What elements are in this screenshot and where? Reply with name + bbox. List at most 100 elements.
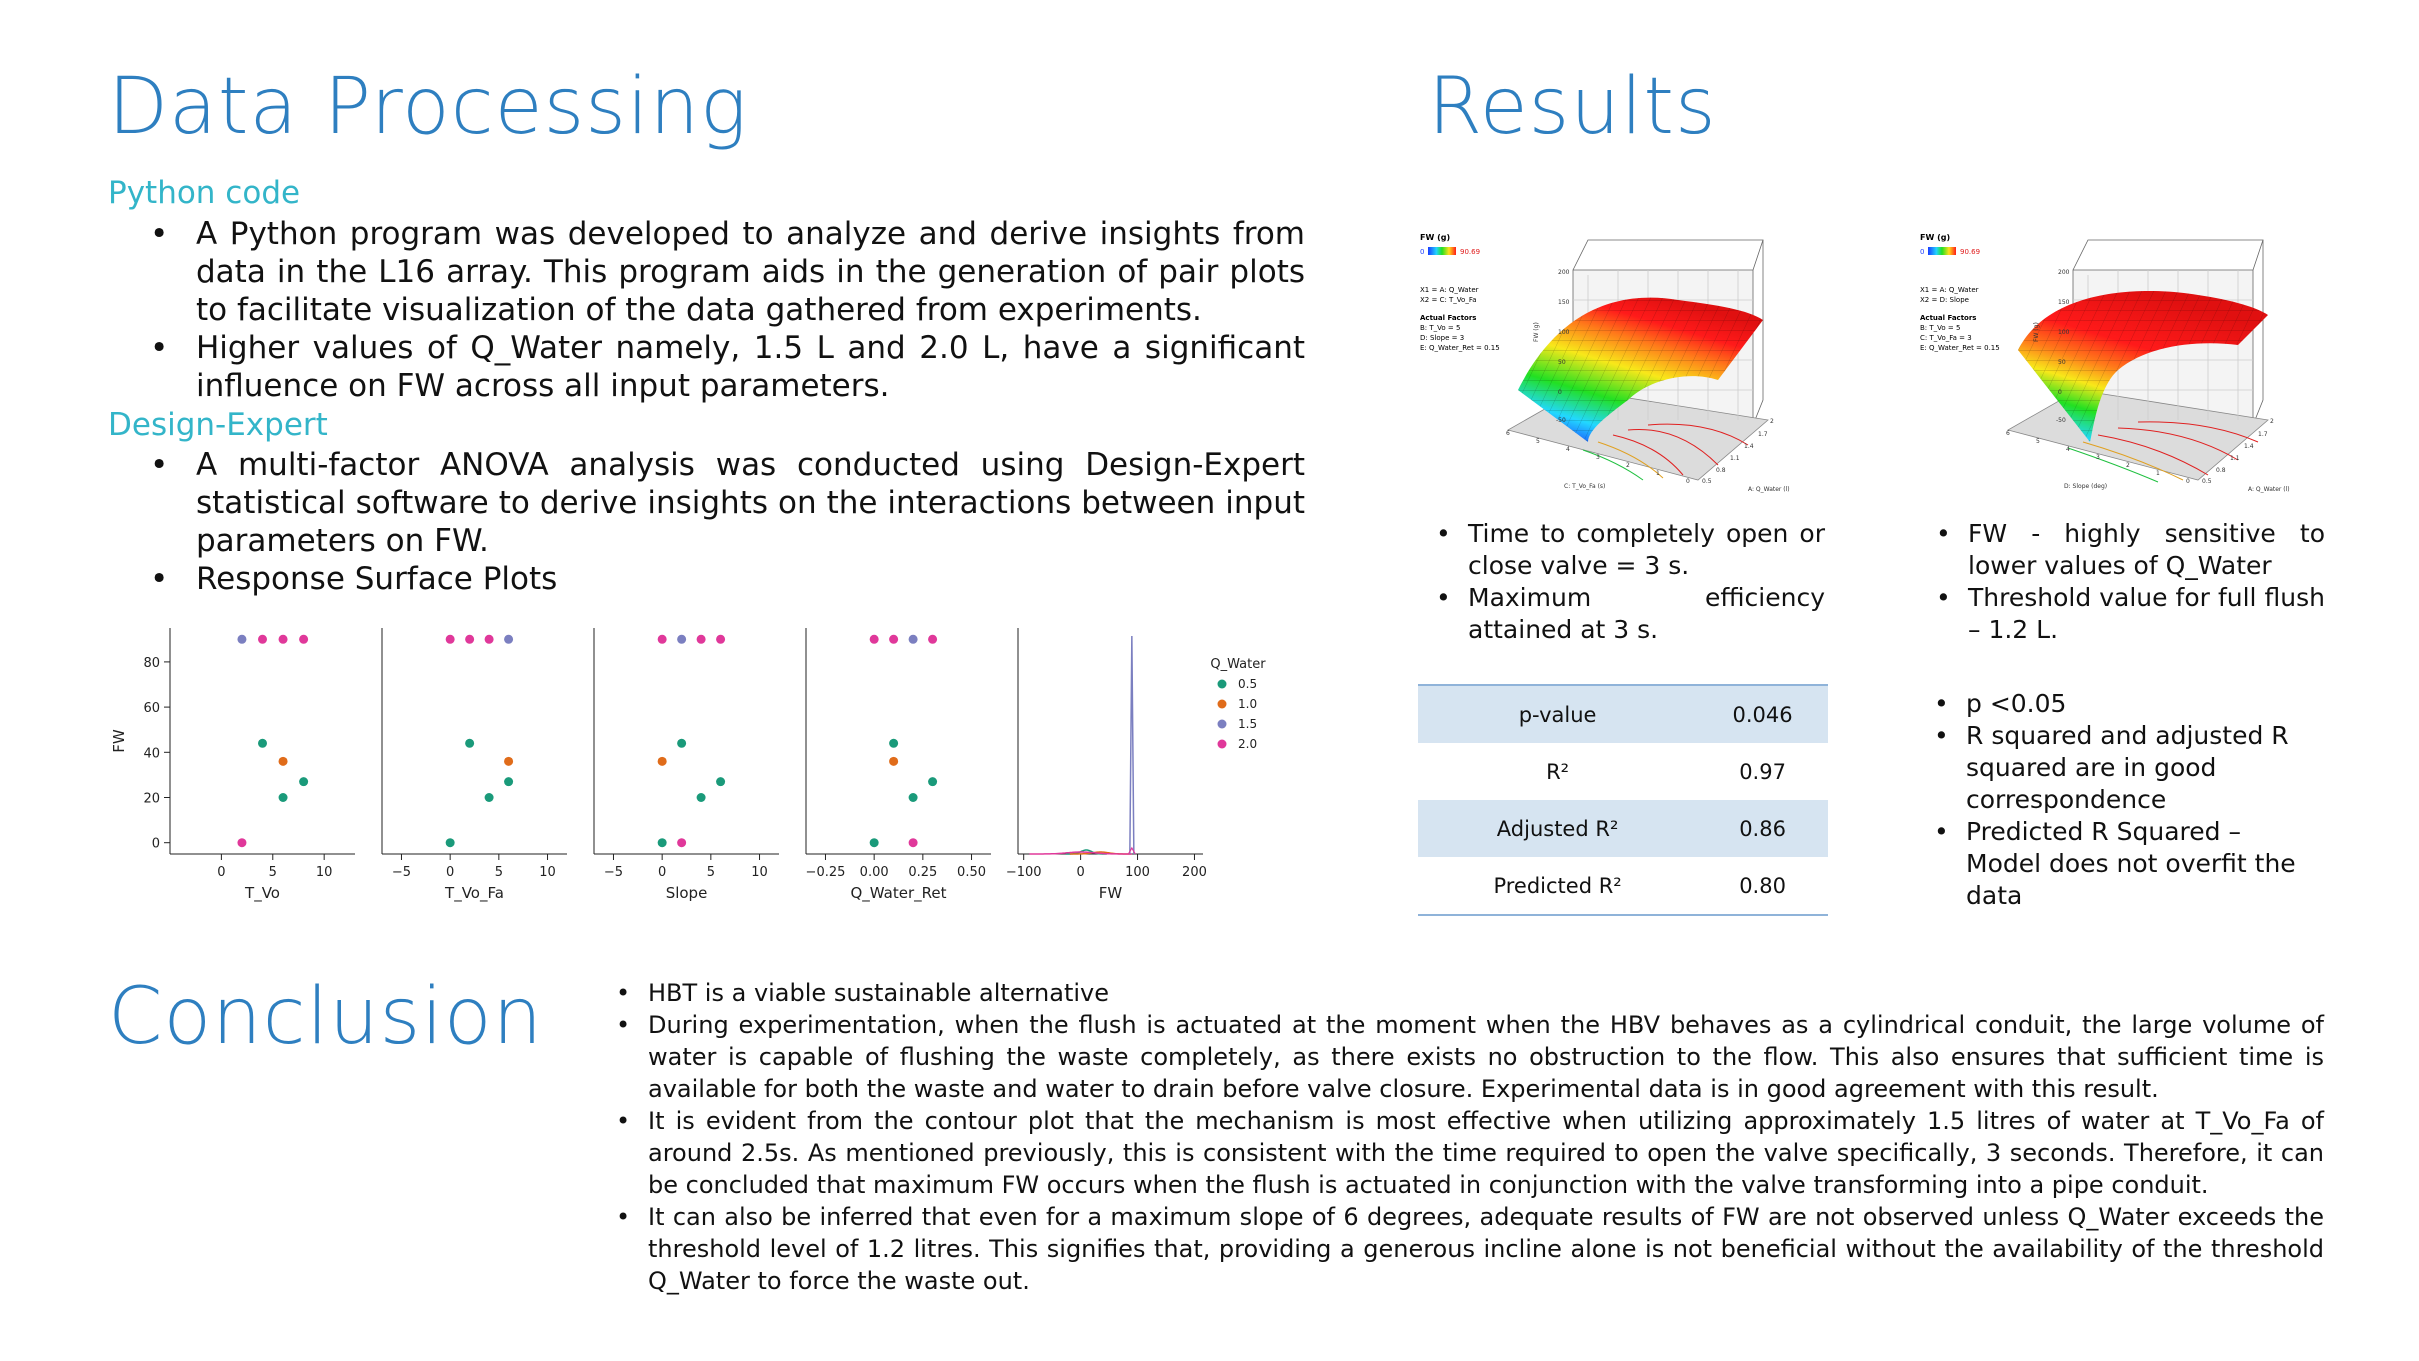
x-tick: 4 (1566, 446, 1570, 453)
scatter-point (908, 838, 918, 848)
factor-x2: X2 = D: Slope (1920, 296, 1969, 304)
color-bar (1928, 247, 1956, 255)
x-tick: 1 (1656, 470, 1660, 477)
scatter-point (716, 777, 726, 787)
x-tick-label: 0.50 (957, 865, 986, 880)
z-tick: 100 (1558, 329, 1570, 336)
stat-value: 0.97 (1739, 759, 1786, 784)
z-tick: 150 (1558, 299, 1570, 306)
stat-value: 0.80 (1739, 873, 1786, 898)
list-item: Maximum efficiency attained at 3 s. (1430, 582, 1825, 646)
statistics-table: p-value 0.046 R² 0.97 Adjusted R² 0.86 P… (1418, 684, 1828, 916)
z-tick: 200 (2058, 269, 2070, 276)
scatter-point (484, 793, 494, 802)
stat-label: Predicted R² (1493, 873, 1622, 898)
scatter-point (237, 634, 247, 644)
y-tick: 1.4 (1744, 443, 1754, 450)
scatter-point (677, 738, 687, 748)
y-tick: 1.4 (2244, 443, 2254, 450)
stat-label: Adjusted R² (1418, 800, 1698, 857)
factor-item: C: T_Vo_Fa = 3 (1920, 334, 1972, 342)
list-item: HBT is a viable sustainable alternative (612, 977, 2324, 1009)
list-item: R squared and adjusted R squared are in … (1928, 720, 2298, 816)
scatter-point (258, 738, 267, 748)
x-tick: 4 (2066, 446, 2070, 453)
y-tick: 0.8 (1716, 467, 1726, 474)
legend-marker (1217, 719, 1227, 729)
x-tick-label: 0.25 (908, 865, 937, 880)
factor-item: E: Q_Water_Ret = 0.15 (1420, 344, 1500, 352)
x-tick-label: −0.25 (806, 865, 846, 880)
y-tick: 0.5 (2202, 478, 2212, 485)
y-axis-label: A: Q_Water (l) (1748, 486, 1790, 493)
factor-item: D: Slope = 3 (1420, 334, 1464, 342)
stat-value: 0.046 (1697, 685, 1828, 743)
response-surface-plot-right: FW (g) 0 90.69 X1 = A: Q_Water X2 = D: S… (1920, 233, 2290, 493)
factor-item: B: T_Vo = 5 (1420, 324, 1460, 332)
y-tick-label: 20 (143, 792, 160, 807)
scatter-point (889, 634, 899, 644)
list-item: Response Surface Plots (140, 560, 1305, 598)
legend-marker (1217, 739, 1227, 749)
scatter-point (696, 634, 706, 644)
scatter-point (889, 756, 899, 766)
scatter-point (677, 838, 687, 848)
legend-min: 0 (1420, 248, 1424, 256)
x-axis-label: T_Vo_Fa (444, 884, 504, 903)
list-item: Threshold value for full flush – 1.2 L. (1930, 582, 2325, 646)
scatter-point (889, 738, 899, 748)
scatter-point (657, 756, 667, 766)
list-item: It is evident from the contour plot that… (612, 1105, 2324, 1201)
list-item: During experimentation, when the flush i… (612, 1009, 2324, 1105)
y-tick: 2 (2270, 418, 2274, 425)
scatter-point (716, 634, 726, 644)
x-tick: 6 (1506, 430, 1510, 437)
z-tick: 50 (1558, 359, 1566, 366)
actual-factors-heading: Actual Factors (1920, 314, 1976, 322)
scatter-point (928, 777, 938, 787)
x-tick-label: 5 (707, 865, 715, 880)
scatter-point (258, 634, 267, 644)
scatter-point (299, 634, 309, 644)
legend-marker (1217, 699, 1227, 709)
z-tick: -50 (2056, 417, 2066, 424)
x-axis-label: FW (1099, 884, 1123, 902)
density-spike (1129, 635, 1135, 855)
x-tick-label: −5 (604, 865, 623, 880)
scatter-point (465, 738, 475, 748)
y-tick-label: 60 (143, 701, 160, 716)
scatter-point (445, 838, 455, 848)
scatter-point (484, 634, 494, 644)
y-tick-label: 40 (143, 746, 160, 761)
x-axis-label: Slope (666, 884, 708, 902)
data-processing-title: Data Processing (108, 62, 748, 152)
response-surface-plot-left: FW (g) 0 90.69 X1 = A: Q_Water X2 = C: T… (1420, 233, 1790, 493)
x-tick: 0 (1686, 478, 1690, 485)
x-tick-label: 5 (269, 865, 277, 880)
actual-factors-heading: Actual Factors (1420, 314, 1476, 322)
x-tick: 6 (2006, 430, 2010, 437)
stat-label: p-value (1418, 685, 1698, 743)
y-axis-label: FW (110, 729, 128, 753)
pair-plot-chart: FW 0 20 40 60 80 0 5 10 T_Vo −5 0 5 10 T_Vo_Fa −5 0 5 10 Sl… (110, 628, 1266, 903)
scatter-point (869, 634, 879, 644)
z-tick: 0 (2058, 389, 2062, 396)
list-item: A Python program was developed to analyz… (140, 215, 1305, 329)
x-tick-label: 0 (1076, 865, 1084, 880)
y-tick-label: 80 (143, 656, 160, 671)
list-item: A multi-factor ANOVA analysis was conduc… (140, 446, 1305, 560)
x-tick: 5 (1536, 438, 1540, 445)
x-tick-label: 10 (539, 865, 556, 880)
z-tick: 100 (2058, 329, 2070, 336)
legend-label: 1.5 (1238, 717, 1257, 731)
factor-x2: X2 = C: T_Vo_Fa (1420, 296, 1477, 304)
scatter-point (869, 838, 879, 848)
x-tick-label: 0.00 (860, 865, 889, 880)
design-expert-heading: Design-Expert (108, 407, 328, 443)
legend-title: Q_Water (1210, 657, 1266, 672)
results-right-bullets: FW - highly sensitive to lower values of… (1930, 518, 2325, 646)
y-tick: 1.1 (2230, 455, 2240, 462)
y-tick-label: 0 (152, 837, 160, 852)
results-left-bullets: Time to completely open or close valve =… (1430, 518, 1825, 646)
table-row: Predicted R² 0.80 (1418, 857, 1828, 915)
